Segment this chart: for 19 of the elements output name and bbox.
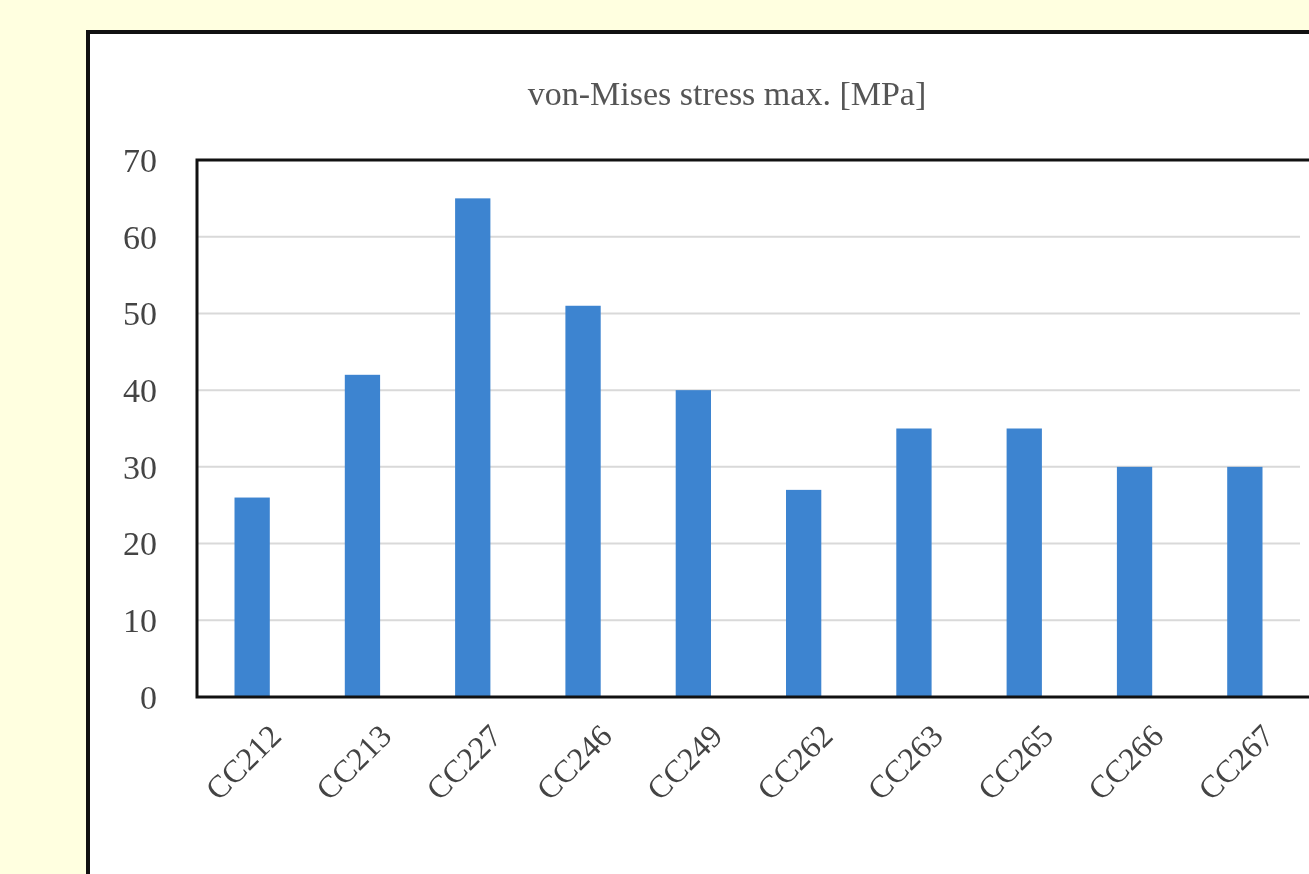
y-tick-label: 10 <box>123 602 157 640</box>
y-tick-label: 0 <box>140 678 157 716</box>
y-tick-label: 30 <box>123 448 157 486</box>
chart-title: von-Mises stress max. [MPa] <box>527 75 927 112</box>
bar <box>1116 466 1153 697</box>
bar <box>1006 428 1042 697</box>
y-tick-label: 50 <box>123 295 157 333</box>
y-tick-label: 40 <box>123 372 157 410</box>
bar <box>896 428 932 697</box>
bar <box>344 374 381 697</box>
y-tick-label: 60 <box>123 218 157 256</box>
bar <box>675 390 711 697</box>
y-tick-label: 20 <box>123 525 157 563</box>
bar <box>565 305 601 697</box>
y-tick-label: 70 <box>123 141 157 179</box>
bar <box>1227 466 1263 697</box>
bar <box>234 497 270 697</box>
bar <box>455 198 491 697</box>
bar <box>786 489 822 697</box>
